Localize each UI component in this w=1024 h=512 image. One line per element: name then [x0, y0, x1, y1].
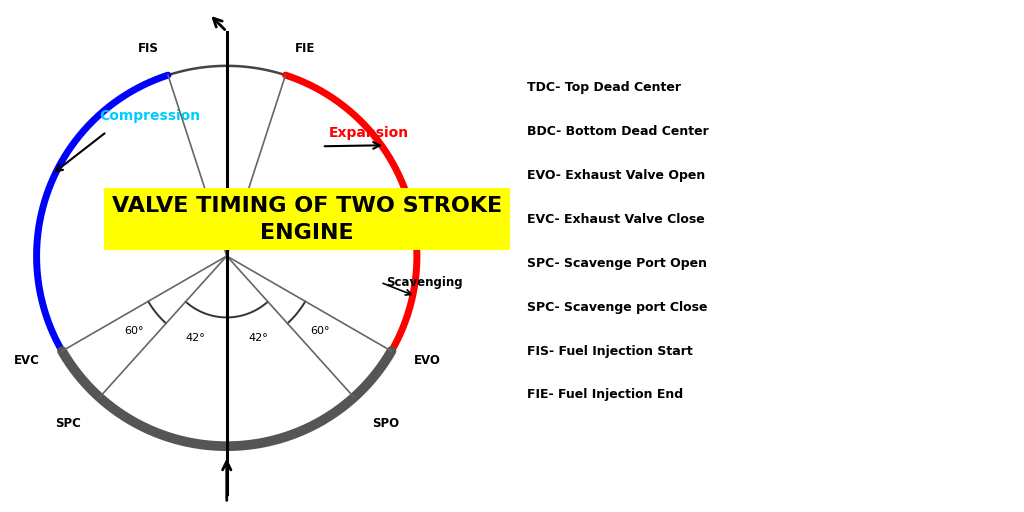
Text: FIE: FIE [295, 42, 315, 55]
Text: SPC: SPC [55, 417, 81, 430]
Text: SPO: SPO [373, 417, 399, 430]
Text: FIS: FIS [137, 42, 159, 55]
Text: VALVE TIMING OF TWO STROKE
ENGINE: VALVE TIMING OF TWO STROKE ENGINE [113, 196, 502, 243]
Text: EVC: EVC [14, 354, 40, 367]
Text: SPC- Scavenge Port Open: SPC- Scavenge Port Open [526, 257, 707, 270]
Text: 60°: 60° [124, 327, 143, 336]
Text: SPC- Scavenge port Close: SPC- Scavenge port Close [526, 301, 708, 314]
Text: FIE- Fuel Injection End: FIE- Fuel Injection End [526, 389, 683, 401]
Text: 42°: 42° [185, 333, 205, 343]
Text: EVO: EVO [414, 354, 440, 367]
Text: 42°: 42° [249, 333, 268, 343]
Text: EVC- Exhaust Valve Close: EVC- Exhaust Valve Close [526, 213, 705, 226]
Text: Scavenging: Scavenging [386, 276, 463, 289]
Text: Compression: Compression [99, 109, 201, 123]
Text: Expansion: Expansion [329, 126, 410, 140]
Text: TDC- Top Dead Center: TDC- Top Dead Center [526, 81, 681, 94]
Text: 60°: 60° [310, 327, 330, 336]
Text: EVO- Exhaust Valve Open: EVO- Exhaust Valve Open [526, 169, 705, 182]
Text: FIS- Fuel Injection Start: FIS- Fuel Injection Start [526, 345, 692, 357]
Text: BDC- Bottom Dead Center: BDC- Bottom Dead Center [526, 125, 709, 138]
